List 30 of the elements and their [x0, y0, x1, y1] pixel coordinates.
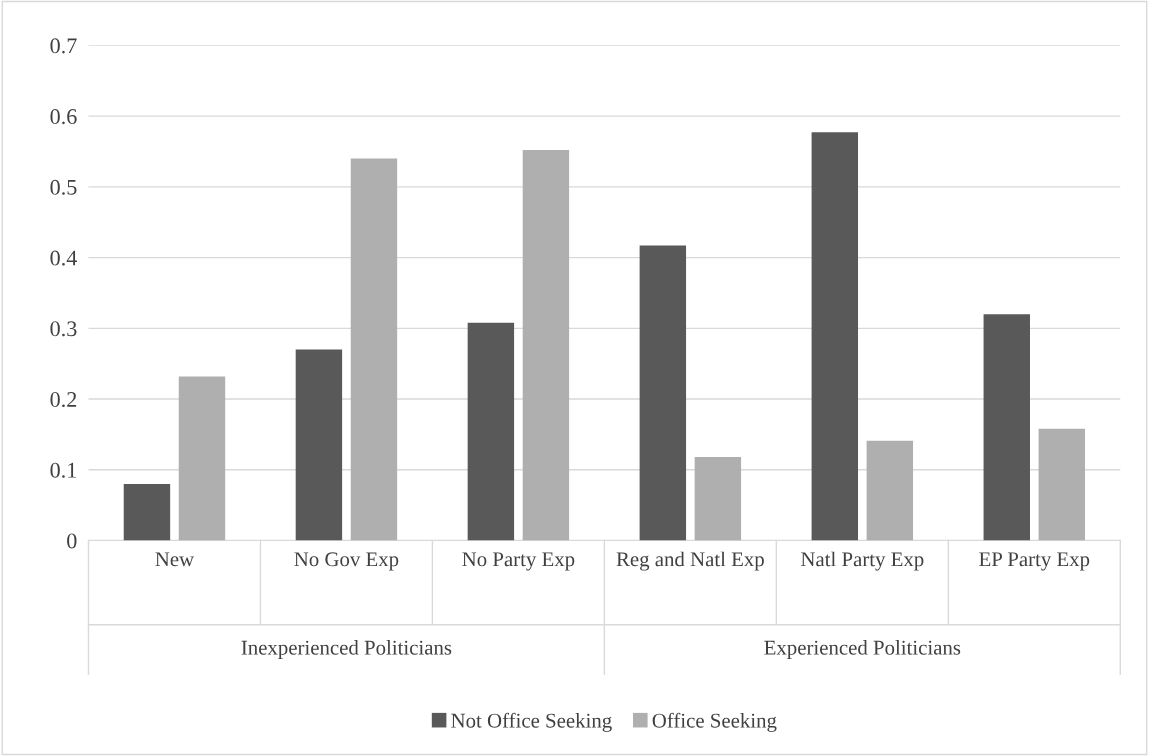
- y-tick-label: 0.1: [50, 462, 77, 478]
- x-tick-label: Natl Party Exp: [801, 551, 924, 571]
- bar: [295, 349, 343, 541]
- x-tick-label: No Gov Exp: [294, 552, 399, 571]
- y-tick-label: 0.6: [50, 109, 77, 125]
- bar: [178, 376, 226, 541]
- y-tick-label: 0.7: [50, 38, 77, 54]
- x-tick-label: No Party Exp: [462, 552, 575, 571]
- y-tick-label: 0.2: [50, 391, 77, 408]
- x-tick-label: EP Party Exp: [979, 552, 1090, 571]
- bar: [811, 132, 859, 541]
- bar: [866, 440, 914, 541]
- bar: [467, 322, 515, 541]
- y-tick-label: 0.4: [50, 250, 78, 266]
- y-tick-label: 0.5: [50, 179, 77, 195]
- y-tick-label: 0: [67, 533, 77, 549]
- bar: [1038, 428, 1086, 541]
- legend-label: Office Seeking: [652, 712, 777, 732]
- bar: [983, 314, 1030, 541]
- legend-label: Not Office Seeking: [451, 712, 612, 732]
- x-tick-label: Reg and Natl Exp: [616, 551, 764, 571]
- text: Inexperienced Politicians: [241, 640, 452, 659]
- bar: [123, 483, 171, 541]
- x-tick-label: New: [155, 552, 195, 567]
- bar: [639, 245, 687, 541]
- text: Experienced Politicians: [764, 640, 961, 659]
- bar: [522, 150, 570, 541]
- y-tick-label: 0.3: [50, 321, 77, 337]
- bar: [350, 158, 398, 541]
- bar: [694, 457, 742, 541]
